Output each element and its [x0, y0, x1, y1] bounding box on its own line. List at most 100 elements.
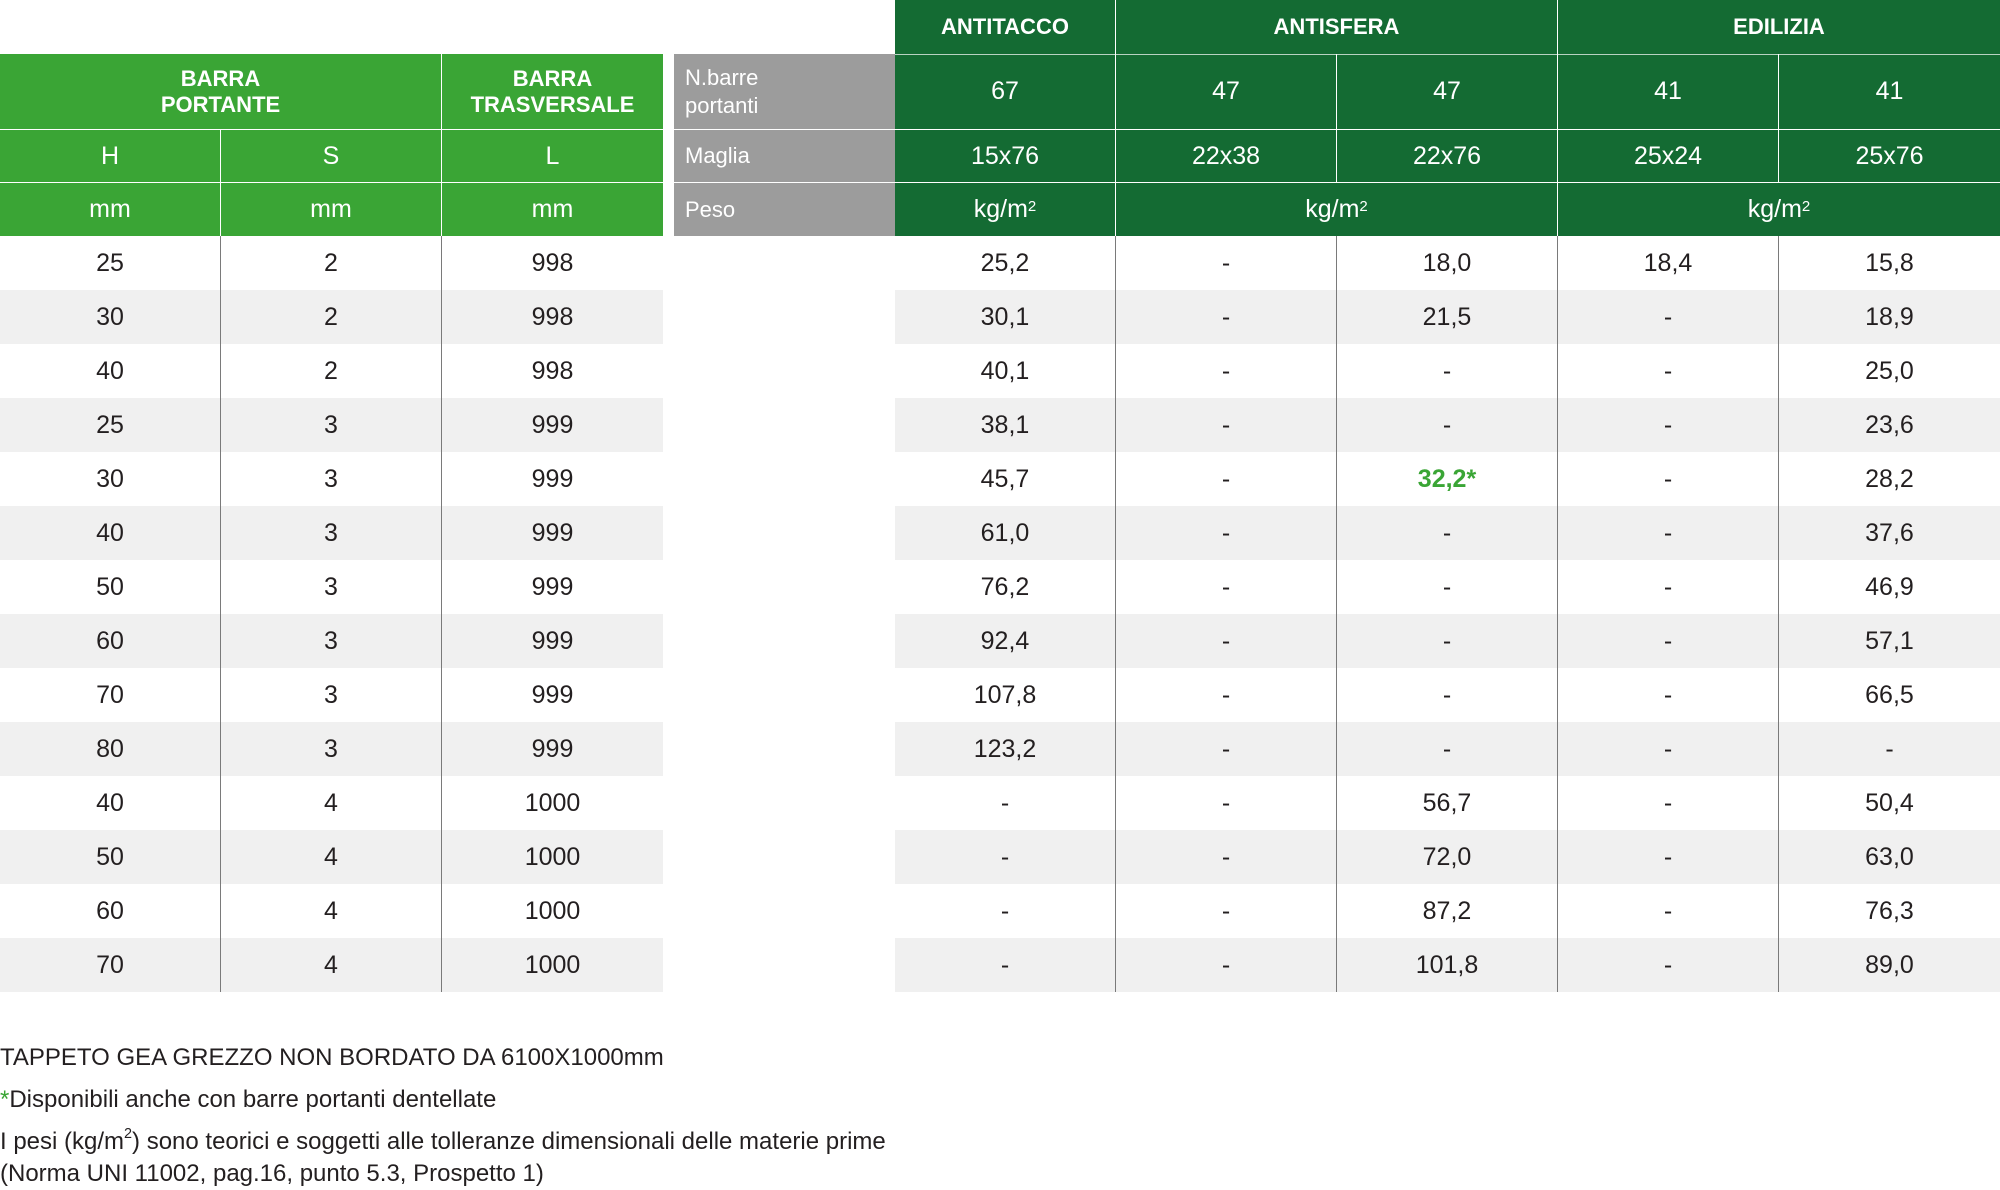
cell-s: 4 — [324, 896, 338, 925]
cell-h: 50 — [96, 842, 124, 871]
cell-s: 3 — [324, 410, 338, 439]
weight-value: 30,1 — [980, 302, 1030, 331]
weight-value: 50,4 — [1865, 788, 1914, 817]
row-shade-right — [895, 398, 2000, 452]
cell-s: 2 — [324, 302, 338, 331]
weight-value: - — [1663, 788, 1673, 817]
weight-value: - — [1442, 356, 1452, 385]
maglia-value: 25x24 — [1558, 130, 1778, 182]
cell-h: 40 — [96, 788, 124, 817]
label-n-barre-line1: N.barre — [685, 65, 759, 90]
cell-s: 3 — [324, 464, 338, 493]
cell-s: 4 — [324, 842, 338, 871]
weight-value: - — [1663, 842, 1673, 871]
weight-value: - — [1000, 950, 1010, 979]
maglia-value: 25x76 — [1779, 130, 2000, 182]
weight-value: - — [1221, 788, 1231, 817]
weight-value: 40,1 — [980, 356, 1030, 385]
weight-value: - — [1663, 950, 1673, 979]
cell-l: 1000 — [524, 788, 581, 817]
weight-value: - — [1221, 410, 1231, 439]
group-edilizia: EDILIZIA — [1558, 0, 2000, 54]
cell-h: 30 — [96, 464, 124, 493]
cell-s: 3 — [324, 626, 338, 655]
weight-value: - — [1663, 572, 1673, 601]
col-h-unit: mm — [0, 183, 220, 236]
note-norma: (Norma UNI 11002, pag.16, punto 5.3, Pro… — [0, 1160, 544, 1187]
barra-portante-header: BARRA PORTANTE — [0, 54, 441, 129]
cell-s: 3 — [324, 518, 338, 547]
row-shade-right — [895, 830, 2000, 884]
row-shade-left — [0, 938, 663, 992]
n-barre-value: 47 — [1337, 54, 1557, 129]
n-barre-value: 47 — [1116, 54, 1336, 129]
weight-value: 45,7 — [980, 464, 1030, 493]
cell-s: 3 — [324, 572, 338, 601]
weight-value: 56,7 — [1422, 788, 1472, 817]
column-divider — [1336, 236, 1337, 992]
row-shade-right — [895, 290, 2000, 344]
cell-l: 999 — [531, 572, 574, 601]
col-h-header: H — [0, 130, 220, 182]
peso-unit-text: kg/m — [1747, 195, 1802, 224]
col-s-unit: mm — [221, 183, 441, 236]
row-shade-left — [0, 614, 663, 668]
n-barre-value: 67 — [895, 54, 1115, 129]
row-shade-left — [0, 722, 663, 776]
cell-l: 1000 — [524, 950, 581, 979]
cell-l: 999 — [531, 464, 574, 493]
weight-value: 25,0 — [1865, 356, 1914, 385]
weight-value: 61,0 — [980, 518, 1030, 547]
weight-value: 18,0 — [1422, 248, 1472, 277]
weight-value: 57,1 — [1865, 626, 1914, 655]
weight-value: - — [1442, 518, 1452, 547]
row-shade-right — [895, 614, 2000, 668]
note-pesi: I pesi (kg/m2) sono teorici e soggetti a… — [0, 1126, 886, 1157]
cell-s: 3 — [324, 680, 338, 709]
header-divider — [1336, 54, 1337, 183]
cell-h: 60 — [96, 626, 124, 655]
cell-l: 999 — [531, 680, 574, 709]
header-divider-h — [895, 54, 2000, 55]
weight-value: 15,8 — [1865, 248, 1914, 277]
cell-s: 2 — [324, 248, 338, 277]
row-shade-left — [0, 506, 663, 560]
n-barre-value: 41 — [1558, 54, 1778, 129]
weight-value: 92,4 — [980, 626, 1030, 655]
weight-value: 38,1 — [980, 410, 1030, 439]
label-maglia: Maglia — [674, 130, 895, 182]
cell-h: 25 — [96, 410, 124, 439]
cell-l: 1000 — [524, 896, 581, 925]
col-l-unit: mm — [442, 183, 663, 236]
header-divider — [1557, 0, 1558, 236]
weight-value: 23,6 — [1865, 410, 1914, 439]
barra-trasversale-line2: TRASVERSALE — [470, 91, 635, 117]
weight-value: 101,8 — [1415, 950, 1479, 979]
maglia-value: 15x76 — [895, 130, 1115, 182]
weight-value: - — [1221, 950, 1231, 979]
weight-value: 107,8 — [973, 680, 1037, 709]
cell-l: 1000 — [524, 842, 581, 871]
weight-value: 89,0 — [1865, 950, 1914, 979]
weight-value: 87,2 — [1422, 896, 1472, 925]
weight-value: - — [1221, 680, 1231, 709]
weight-value: 25,2 — [980, 248, 1030, 277]
cell-h: 70 — [96, 950, 124, 979]
weight-value: - — [1663, 626, 1673, 655]
weight-value: - — [1442, 572, 1452, 601]
weight-value: - — [1663, 734, 1673, 763]
note-dentellate: *Disponibili anche con barre portanti de… — [0, 1084, 496, 1115]
weight-value: - — [1663, 896, 1673, 925]
cell-s: 3 — [324, 734, 338, 763]
maglia-value: 22x38 — [1116, 130, 1336, 182]
cell-h: 40 — [96, 356, 124, 385]
cell-h: 40 — [96, 518, 124, 547]
column-divider — [220, 236, 221, 992]
cell-h: 60 — [96, 896, 124, 925]
column-divider — [1115, 236, 1116, 992]
cell-s: 2 — [324, 356, 338, 385]
label-n-barre: N.barre portanti — [674, 54, 895, 129]
weight-value: - — [1663, 518, 1673, 547]
barra-portante-line2: PORTANTE — [160, 91, 281, 117]
weight-value: - — [1221, 896, 1231, 925]
